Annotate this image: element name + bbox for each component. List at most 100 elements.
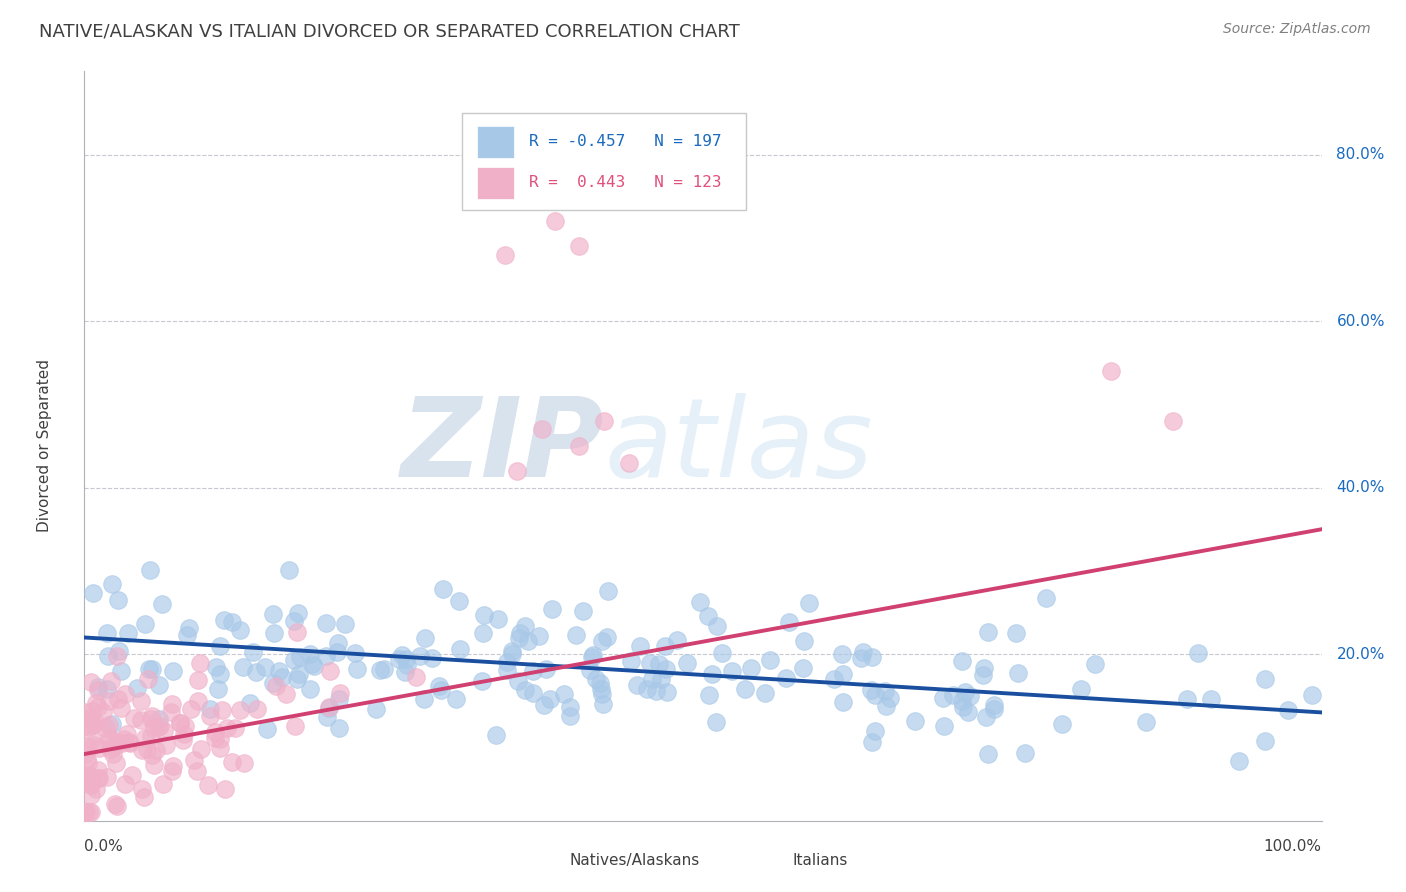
Point <box>531 422 554 436</box>
Point <box>87 771 110 785</box>
Point <box>319 664 342 678</box>
Point <box>150 597 173 611</box>
Point <box>77 711 100 725</box>
Point <box>628 640 651 654</box>
Point <box>596 631 619 645</box>
Point <box>655 685 678 699</box>
Point <box>73 805 96 820</box>
Point <box>263 625 285 640</box>
Point <box>245 665 267 679</box>
Point <box>325 645 347 659</box>
Point <box>89 740 111 755</box>
Point <box>136 742 159 756</box>
Point <box>142 721 165 735</box>
Point <box>169 715 191 730</box>
Point <box>343 646 366 660</box>
Point <box>328 692 350 706</box>
Point <box>242 645 264 659</box>
FancyBboxPatch shape <box>477 168 513 199</box>
Point <box>447 594 470 608</box>
Point <box>87 680 110 694</box>
Point <box>676 657 699 671</box>
Point <box>515 682 537 697</box>
Point <box>188 656 211 670</box>
Point <box>180 702 202 716</box>
Point <box>107 593 129 607</box>
Point <box>326 636 349 650</box>
Point <box>83 738 105 752</box>
Point <box>82 586 104 600</box>
Point <box>543 214 565 228</box>
Point <box>778 615 800 629</box>
Point <box>136 672 159 686</box>
Point <box>373 662 395 676</box>
Point <box>148 678 170 692</box>
Point <box>75 747 97 761</box>
Point <box>204 731 226 745</box>
Point <box>100 674 122 689</box>
Point <box>444 692 467 706</box>
Point <box>1201 691 1223 706</box>
Text: 80.0%: 80.0% <box>1337 147 1385 162</box>
Point <box>131 743 153 757</box>
Point <box>956 706 979 720</box>
Point <box>506 464 529 478</box>
Point <box>702 667 724 681</box>
Point <box>849 651 872 665</box>
Point <box>77 719 100 733</box>
Point <box>239 697 262 711</box>
Point <box>108 644 131 658</box>
Point <box>620 654 643 668</box>
Point <box>472 626 495 640</box>
Point <box>253 660 276 674</box>
Point <box>976 747 998 761</box>
Point <box>262 676 284 690</box>
Point <box>200 709 222 723</box>
Point <box>485 727 508 741</box>
Point <box>77 756 100 770</box>
Point <box>638 656 661 670</box>
Point <box>501 644 523 658</box>
Point <box>517 633 540 648</box>
Point <box>952 700 974 714</box>
Point <box>96 770 118 784</box>
Point <box>111 736 134 750</box>
Point <box>96 721 118 735</box>
Point <box>139 712 162 726</box>
Point <box>287 606 309 620</box>
Point <box>73 705 96 719</box>
Point <box>187 673 209 687</box>
Point <box>704 714 727 729</box>
Point <box>720 664 742 678</box>
Point <box>198 702 221 716</box>
Text: 20.0%: 20.0% <box>1337 647 1385 662</box>
Point <box>264 679 287 693</box>
Point <box>689 595 711 609</box>
Point <box>591 687 613 701</box>
Point <box>134 731 156 745</box>
Point <box>568 439 591 453</box>
Text: Divorced or Separated: Divorced or Separated <box>38 359 52 533</box>
Point <box>666 632 689 647</box>
Point <box>104 735 127 749</box>
Point <box>508 631 530 645</box>
Point <box>593 414 616 428</box>
Point <box>1035 591 1057 606</box>
Point <box>792 661 814 675</box>
Point <box>315 615 337 630</box>
Point <box>139 564 162 578</box>
Point <box>148 712 170 726</box>
Point <box>1254 734 1277 748</box>
Point <box>413 631 436 645</box>
Point <box>529 629 551 643</box>
Point <box>1084 657 1107 671</box>
Point <box>472 607 495 622</box>
Point <box>129 694 152 708</box>
Point <box>299 681 322 696</box>
Point <box>208 731 231 746</box>
Point <box>959 690 981 704</box>
Point <box>626 678 648 692</box>
Point <box>697 688 720 702</box>
FancyBboxPatch shape <box>461 112 747 210</box>
Point <box>388 651 411 665</box>
